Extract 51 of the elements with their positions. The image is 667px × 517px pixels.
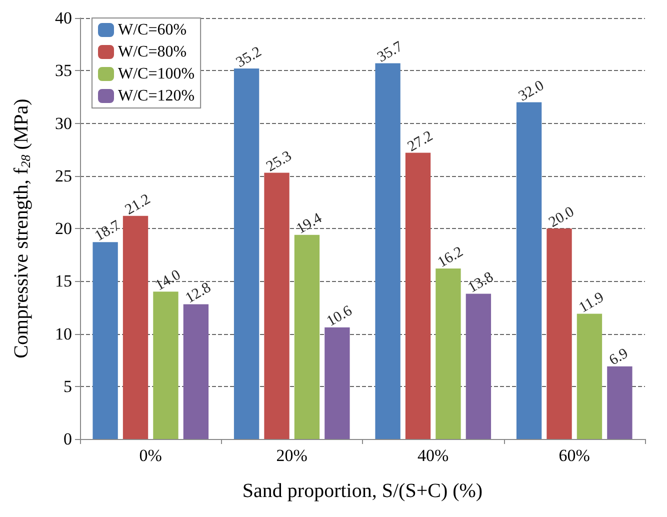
bar — [576, 314, 602, 439]
bar — [607, 366, 632, 439]
bar — [466, 294, 492, 439]
bar — [234, 68, 260, 439]
y-axis-title: Compressive strength, f28 (MPa) — [10, 98, 33, 358]
data-label: 6.9 — [606, 346, 631, 369]
legend-label: W/C=80% — [118, 44, 187, 60]
bar — [294, 234, 320, 439]
x-tick-label: 40% — [418, 446, 449, 465]
y-tick-label: 0 — [64, 430, 72, 448]
data-label: 12.8 — [183, 280, 214, 307]
y-tick-label: 20 — [55, 219, 72, 238]
data-label: 14.0 — [152, 267, 184, 294]
y-tick-label: 10 — [55, 324, 72, 344]
x-axis-title: Sand proportion, S/(S+C) (%) — [242, 480, 483, 502]
y-tick-label: 40 — [55, 8, 72, 28]
bar — [436, 268, 461, 439]
bar — [375, 63, 400, 439]
data-label: 35.7 — [374, 38, 406, 66]
y-tick-label: 5 — [64, 376, 72, 396]
data-label: 13.8 — [466, 269, 496, 296]
data-label: 27.2 — [405, 128, 436, 156]
data-label: 19.4 — [294, 210, 326, 238]
x-tick-label: 60% — [558, 446, 590, 465]
data-label: 20.0 — [546, 204, 578, 231]
x-tick-label: 0% — [139, 446, 162, 465]
bar — [405, 152, 431, 439]
bar — [264, 172, 290, 439]
legend-label: W/C=120% — [118, 88, 195, 104]
x-tick-label: 20% — [276, 446, 308, 465]
bar — [92, 242, 118, 439]
y-tick-label: 30 — [55, 114, 72, 133]
bar — [183, 304, 209, 439]
legend-label: W/C=60% — [118, 22, 187, 38]
data-label: 32.0 — [516, 78, 547, 105]
data-label: 10.6 — [324, 302, 356, 330]
bar — [122, 216, 148, 439]
bar — [546, 228, 572, 439]
data-label: 35.2 — [234, 44, 264, 71]
data-label: 11.9 — [576, 290, 607, 316]
y-tick-label: 15 — [55, 272, 72, 291]
bar — [516, 102, 542, 439]
data-label: 25.3 — [264, 148, 295, 176]
data-label: 18.7 — [92, 217, 124, 245]
data-label: 21.2 — [122, 191, 154, 218]
bar — [153, 292, 178, 439]
data-label: 16.2 — [435, 244, 466, 271]
y-tick-label: 35 — [55, 61, 72, 80]
bar — [324, 327, 350, 439]
y-tick-label: 25 — [55, 166, 72, 186]
legend-label: W/C=100% — [118, 66, 195, 82]
